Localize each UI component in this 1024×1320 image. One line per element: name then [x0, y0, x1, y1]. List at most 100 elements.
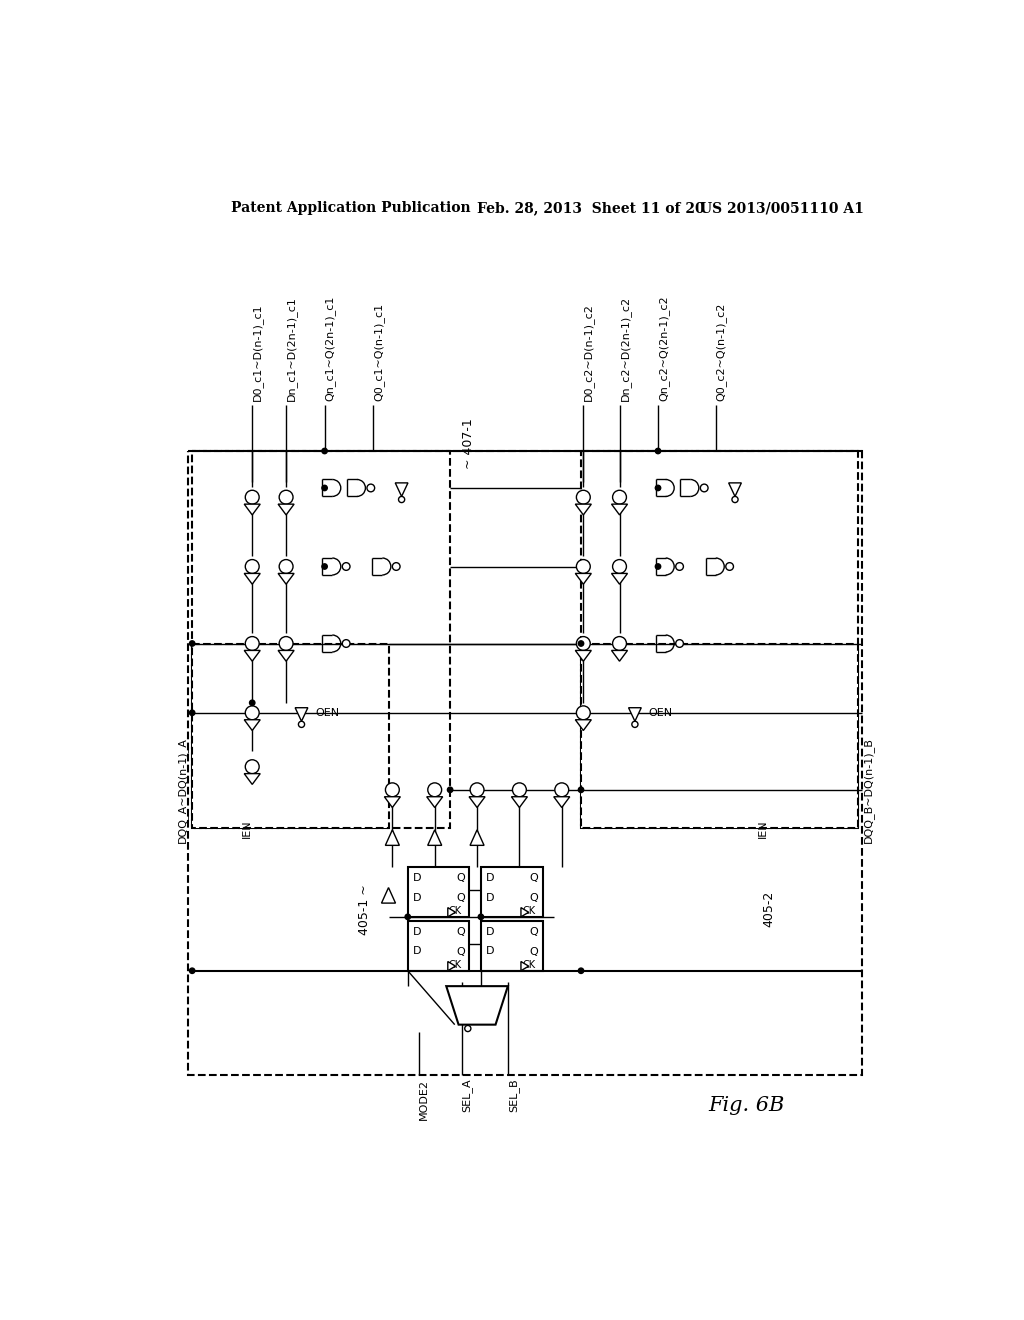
Polygon shape	[244, 573, 260, 585]
Polygon shape	[447, 961, 456, 970]
Polygon shape	[469, 797, 485, 808]
Polygon shape	[611, 573, 628, 585]
Circle shape	[280, 560, 293, 573]
Circle shape	[447, 787, 453, 792]
Text: OEN: OEN	[315, 708, 340, 718]
Text: DQQ_B~DQ(n-1)_B: DQQ_B~DQ(n-1)_B	[863, 737, 873, 842]
Circle shape	[577, 706, 590, 719]
Circle shape	[555, 783, 568, 797]
Polygon shape	[611, 651, 628, 661]
Circle shape	[342, 640, 350, 647]
Polygon shape	[521, 961, 528, 970]
Polygon shape	[395, 483, 408, 496]
Text: Q: Q	[529, 927, 538, 937]
Polygon shape	[575, 651, 591, 661]
Bar	[581, 451, 858, 829]
Polygon shape	[575, 719, 591, 730]
Text: MODE2: MODE2	[419, 1078, 429, 1119]
Bar	[188, 451, 862, 1074]
Polygon shape	[427, 797, 442, 808]
Polygon shape	[511, 797, 527, 808]
Bar	[581, 644, 858, 829]
Circle shape	[579, 640, 584, 647]
Text: D: D	[413, 892, 421, 903]
Polygon shape	[428, 830, 441, 845]
Polygon shape	[279, 504, 294, 515]
Text: ~ 407-1: ~ 407-1	[462, 418, 475, 469]
Text: D: D	[485, 874, 494, 883]
Circle shape	[465, 1026, 471, 1032]
Text: Feb. 28, 2013  Sheet 11 of 20: Feb. 28, 2013 Sheet 11 of 20	[477, 202, 705, 215]
Text: Q: Q	[529, 874, 538, 883]
Bar	[481, 867, 543, 917]
Text: Q: Q	[529, 892, 538, 903]
Circle shape	[385, 783, 399, 797]
Circle shape	[189, 968, 195, 973]
Polygon shape	[385, 830, 399, 845]
Circle shape	[655, 486, 660, 491]
Polygon shape	[575, 504, 591, 515]
Text: CK: CK	[449, 960, 462, 970]
Polygon shape	[244, 774, 260, 784]
Text: Q0_c2~Q(n-1)_c2: Q0_c2~Q(n-1)_c2	[716, 302, 727, 401]
Polygon shape	[554, 797, 569, 808]
Text: 405-2: 405-2	[762, 891, 775, 927]
Circle shape	[246, 706, 259, 719]
Text: 405-1 ~: 405-1 ~	[357, 884, 371, 935]
Text: D: D	[485, 927, 494, 937]
Polygon shape	[629, 708, 641, 721]
Text: Q: Q	[456, 927, 465, 937]
Bar	[481, 921, 543, 970]
Polygon shape	[729, 483, 741, 496]
Circle shape	[579, 787, 584, 792]
Text: SEL_B: SEL_B	[508, 1078, 519, 1113]
Circle shape	[732, 496, 738, 503]
Polygon shape	[244, 719, 260, 730]
Text: CK: CK	[522, 906, 536, 916]
Text: Qn_c1~Q(2n-1)_c1: Qn_c1~Q(2n-1)_c1	[325, 296, 336, 401]
Text: Q: Q	[529, 946, 538, 957]
Text: Dn_c2~D(2n-1)_c2: Dn_c2~D(2n-1)_c2	[620, 296, 631, 401]
Text: Q: Q	[456, 946, 465, 957]
Circle shape	[676, 640, 683, 647]
Text: OEN: OEN	[649, 708, 673, 718]
Circle shape	[406, 915, 411, 920]
Circle shape	[612, 560, 627, 573]
Text: Qn_c2~Q(2n-1)_c2: Qn_c2~Q(2n-1)_c2	[658, 296, 669, 401]
Circle shape	[342, 562, 350, 570]
Circle shape	[189, 640, 195, 647]
Circle shape	[398, 496, 404, 503]
Circle shape	[577, 490, 590, 504]
Polygon shape	[611, 504, 628, 515]
Circle shape	[246, 490, 259, 504]
Polygon shape	[575, 573, 591, 585]
Text: Patent Application Publication: Patent Application Publication	[230, 202, 470, 215]
Circle shape	[512, 783, 526, 797]
Text: DQQ_A~DQ(n-1)_A: DQQ_A~DQ(n-1)_A	[177, 737, 188, 842]
Text: Q: Q	[456, 874, 465, 883]
Text: Fig. 6B: Fig. 6B	[709, 1096, 784, 1115]
Text: IEN: IEN	[758, 818, 768, 838]
Circle shape	[280, 636, 293, 651]
Polygon shape	[279, 651, 294, 661]
Text: Dn_c1~D(2n-1)_c1: Dn_c1~D(2n-1)_c1	[286, 296, 297, 401]
Text: D0_c2~D(n-1)_c2: D0_c2~D(n-1)_c2	[584, 304, 594, 401]
Text: D: D	[485, 946, 494, 957]
Text: US 2013/0051110 A1: US 2013/0051110 A1	[700, 202, 864, 215]
Circle shape	[655, 564, 660, 569]
Polygon shape	[384, 797, 400, 808]
Polygon shape	[382, 887, 395, 903]
Circle shape	[428, 783, 441, 797]
Circle shape	[367, 484, 375, 492]
Circle shape	[322, 486, 328, 491]
Circle shape	[298, 721, 304, 727]
Polygon shape	[470, 830, 484, 845]
Text: D0_c1~D(n-1)_c1: D0_c1~D(n-1)_c1	[252, 304, 263, 401]
Circle shape	[632, 721, 638, 727]
Bar	[408, 921, 469, 970]
Circle shape	[612, 636, 627, 651]
Text: SEL_A: SEL_A	[462, 1078, 472, 1113]
Text: D: D	[413, 927, 421, 937]
Circle shape	[579, 968, 584, 973]
Polygon shape	[279, 573, 294, 585]
